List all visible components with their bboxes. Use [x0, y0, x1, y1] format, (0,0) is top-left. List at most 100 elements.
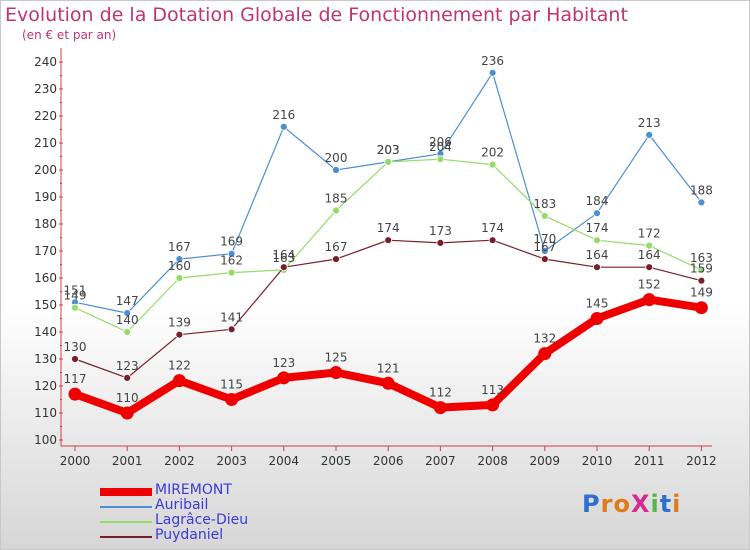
logo-letter: o	[613, 490, 631, 518]
y-tick-label: 240	[34, 55, 57, 69]
legend-swatch	[100, 506, 152, 508]
x-tick-label: 2003	[216, 454, 247, 468]
data-point-lagr-ce-dieu	[540, 211, 549, 220]
x-tick-label: 2005	[321, 454, 352, 468]
data-point-puydaniel	[436, 238, 445, 247]
legend-label: Puydaniel	[155, 527, 224, 543]
data-point-miremont	[642, 293, 656, 307]
data-label-miremont: 115	[220, 378, 243, 392]
data-point-puydaniel	[593, 263, 601, 272]
data-label-auribail: 203	[377, 143, 400, 157]
data-label-puydaniel: 123	[116, 359, 139, 373]
data-point-miremont	[68, 387, 82, 401]
y-tick-label: 120	[34, 379, 57, 393]
data-label-miremont: 145	[586, 297, 609, 311]
data-label-miremont: 113	[481, 383, 504, 397]
legend-label: Lagrâce-Dieu	[155, 512, 249, 528]
data-point-miremont	[381, 376, 395, 390]
data-point-auribail	[175, 255, 184, 264]
data-label-puydaniel: 141	[220, 310, 243, 324]
data-point-miremont	[590, 312, 604, 325]
logo-letter: i	[650, 490, 660, 518]
data-label-auribail: 170	[533, 232, 556, 246]
data-label-lagr-ce-dieu: 162	[220, 254, 243, 268]
data-point-lagr-ce-dieu	[227, 268, 236, 277]
y-tick-label: 160	[34, 271, 57, 285]
logo-letter: P	[582, 490, 601, 518]
legend-swatch	[100, 536, 152, 538]
data-point-lagr-ce-dieu	[488, 160, 497, 169]
data-point-auribail	[540, 247, 549, 255]
data-label-lagr-ce-dieu: 203	[377, 143, 400, 157]
logo-letter: r	[600, 490, 614, 518]
data-point-miremont	[225, 393, 239, 406]
x-tick-label: 2008	[477, 454, 508, 468]
data-label-auribail: 169	[220, 235, 243, 249]
data-label-puydaniel: 173	[429, 224, 452, 238]
data-point-miremont	[694, 301, 708, 315]
y-tick-label: 190	[34, 190, 57, 204]
data-point-auribail	[227, 249, 236, 258]
data-point-miremont	[329, 366, 343, 379]
x-tick-label: 2002	[164, 454, 195, 468]
data-point-puydaniel	[279, 263, 288, 272]
data-point-lagr-ce-dieu	[593, 236, 601, 245]
data-label-puydaniel: 167	[325, 240, 348, 254]
legend-label: Auribail	[155, 497, 209, 513]
data-point-puydaniel	[645, 263, 654, 272]
data-point-miremont	[486, 398, 500, 412]
data-point-auribail	[332, 166, 340, 174]
proxiti-logo: ProXiti	[582, 490, 681, 518]
data-label-lagr-ce-dieu: 163	[690, 251, 713, 265]
data-label-puydaniel: 159	[690, 262, 713, 276]
y-tick-label: 110	[34, 406, 57, 420]
data-label-puydaniel: 164	[638, 248, 661, 262]
y-tick-label: 170	[34, 244, 57, 258]
data-label-auribail: 206	[429, 135, 452, 149]
chart-subtitle: (en € et par an)	[22, 28, 117, 42]
y-tick-label: 200	[34, 163, 57, 177]
legend-swatch	[100, 488, 152, 496]
data-label-puydaniel: 174	[377, 221, 400, 235]
data-label-miremont: 132	[533, 332, 556, 346]
data-label-auribail: 147	[116, 294, 139, 308]
chart-canvas: 100 110 120 130 140 150 160 170 180 190 200 210 220 2…	[34, 48, 717, 468]
data-point-lagr-ce-dieu	[436, 155, 445, 164]
x-tick-label: 2001	[112, 454, 143, 468]
data-label-lagr-ce-dieu: 172	[638, 227, 661, 241]
series-line-auribail	[74, 72, 702, 314]
data-label-lagr-ce-dieu: 174	[586, 221, 609, 235]
data-point-puydaniel	[488, 236, 497, 245]
data-label-lagr-ce-dieu: 202	[481, 146, 504, 160]
data-label-puydaniel: 164	[272, 248, 295, 262]
data-point-lagr-ce-dieu	[332, 206, 340, 215]
logo-letter: t	[659, 490, 673, 518]
data-label-auribail: 216	[272, 108, 295, 122]
legend-swatch	[100, 521, 152, 523]
y-tick-label: 130	[34, 352, 57, 366]
data-label-auribail: 236	[481, 54, 504, 68]
y-tick-label: 180	[34, 217, 57, 231]
data-point-lagr-ce-dieu	[697, 265, 706, 274]
legend-label: MIREMONT	[155, 482, 232, 498]
data-point-lagr-ce-dieu	[123, 328, 132, 336]
data-label-lagr-ce-dieu: 183	[533, 197, 556, 211]
x-tick-label: 2010	[582, 454, 613, 468]
data-point-miremont	[433, 401, 447, 415]
data-point-puydaniel	[540, 255, 549, 264]
data-label-auribail: 184	[586, 194, 609, 208]
y-tick-label: 220	[34, 109, 57, 123]
data-point-auribail	[593, 209, 601, 218]
data-point-puydaniel	[384, 236, 393, 245]
data-point-miremont	[120, 406, 134, 420]
data-point-lagr-ce-dieu	[71, 303, 79, 312]
data-label-puydaniel: 130	[64, 340, 87, 354]
data-label-miremont: 125	[325, 351, 348, 365]
data-label-puydaniel: 167	[533, 240, 556, 254]
data-label-auribail: 200	[325, 151, 348, 165]
x-tick-label: 2007	[425, 454, 456, 468]
data-label-lagr-ce-dieu: 160	[168, 259, 191, 273]
logo-letter: X	[630, 490, 651, 518]
data-label-lagr-ce-dieu: 163	[272, 251, 295, 265]
logo-letter: i	[672, 490, 682, 518]
